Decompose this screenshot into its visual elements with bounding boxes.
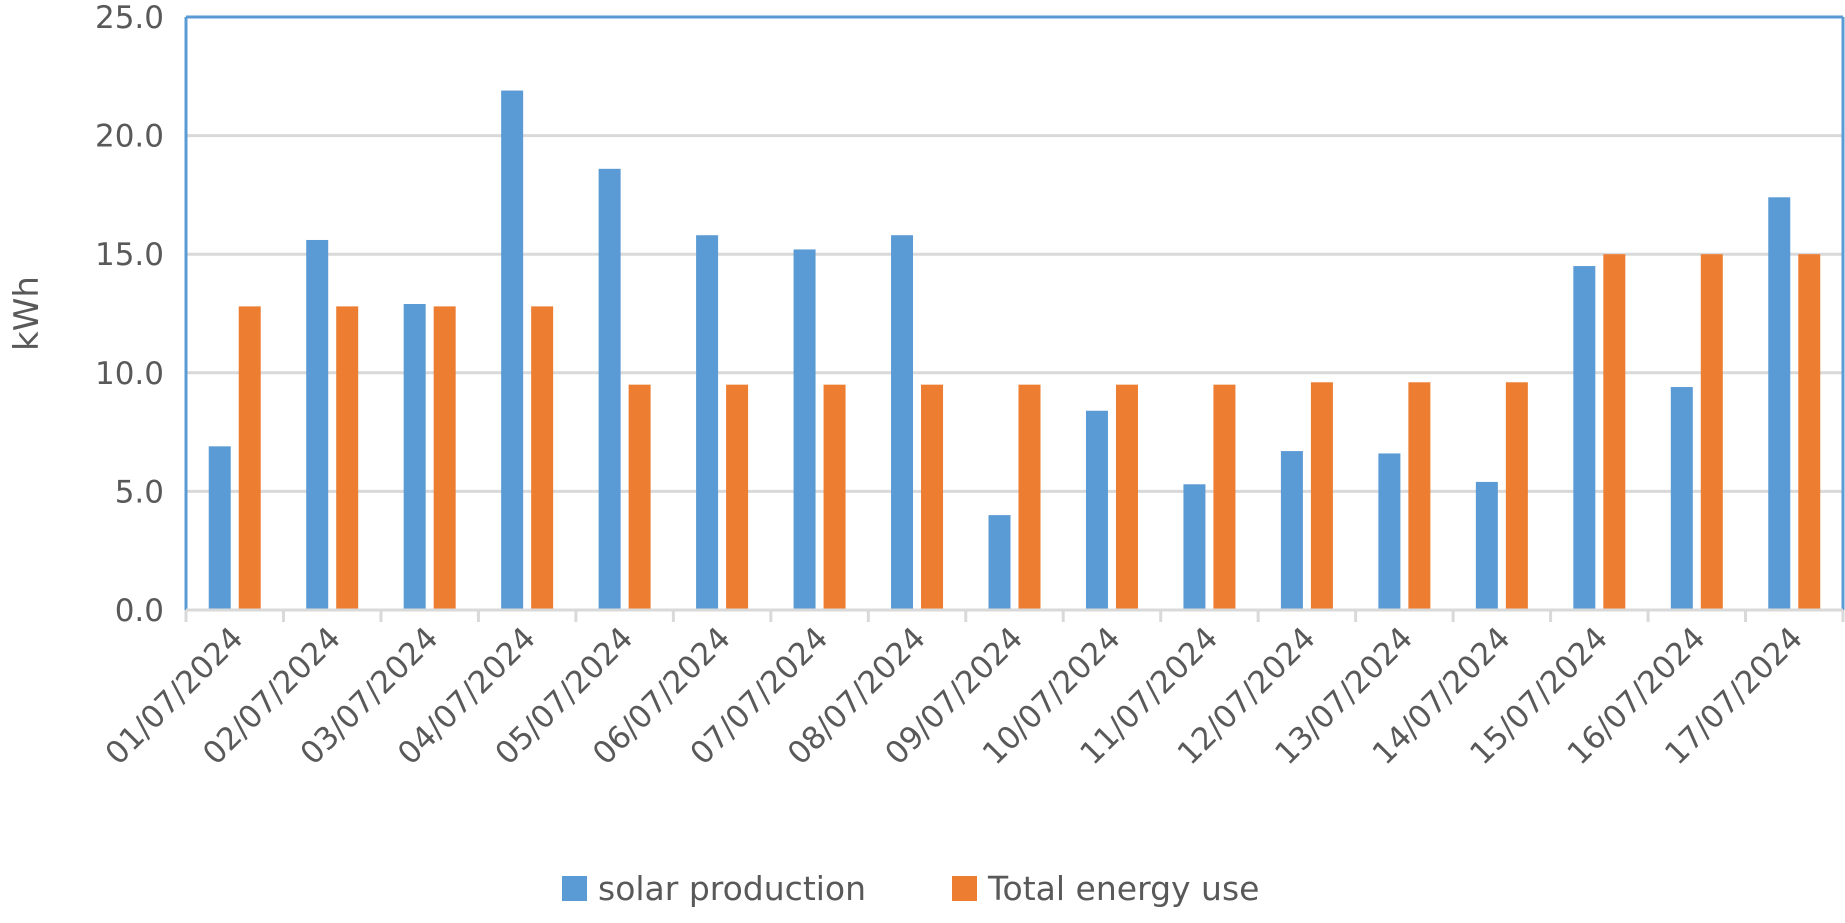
bar-solar-production-6 [696,235,719,610]
bar-solar-production-3 [403,304,426,610]
bar-solar-production-14 [1475,481,1498,610]
plot-frame [184,15,1845,612]
bars [208,90,1821,611]
bar-solar-production-13 [1378,453,1401,610]
bar-total-energy-use-11 [1213,384,1236,610]
y-tick-label: 10.0 [95,356,164,392]
bar-total-energy-use-7 [823,384,846,610]
legend-swatch-total-energy-use [952,876,977,901]
bar-total-energy-use-14 [1505,382,1528,610]
y-tick-label: 20.0 [95,119,164,155]
bar-total-energy-use-6 [726,384,749,610]
bar-solar-production-11 [1183,484,1206,610]
y-tick-label: 0.0 [115,593,164,629]
bar-solar-production-10 [1085,410,1108,610]
legend-label-solar-production: solar production [598,869,866,908]
bar-solar-production-1 [208,446,231,610]
bar-total-energy-use-10 [1115,384,1138,610]
bar-total-energy-use-16 [1700,254,1723,610]
legend-label-total-energy-use: Total energy use [987,869,1259,908]
gridlines [186,134,1843,493]
legend: solar production Total energy use [562,869,1259,908]
bar-total-energy-use-4 [531,306,554,610]
y-tick-label: 15.0 [95,237,164,273]
bar-total-energy-use-5 [628,384,651,610]
bar-solar-production-2 [306,239,329,610]
bar-total-energy-use-9 [1018,384,1041,610]
y-tick-label: 25.0 [95,0,164,36]
bar-total-energy-use-15 [1603,254,1626,610]
bar-total-energy-use-1 [238,306,261,610]
y-axis-title: kWh [7,276,47,351]
bar-solar-production-16 [1670,387,1693,610]
bar-total-energy-use-3 [433,306,456,610]
bar-total-energy-use-17 [1798,254,1821,610]
bar-solar-production-8 [891,235,914,610]
y-tick-label: 5.0 [115,474,164,510]
x-axis-ticks: 01/07/202402/07/202403/07/202404/07/2024… [99,610,1845,772]
bar-solar-production-9 [988,515,1011,610]
y-axis-ticks: 0.0 5.0 10.0 15.0 20.0 25.0 [95,0,164,629]
bar-total-energy-use-13 [1408,382,1431,610]
bar-solar-production-7 [793,249,816,610]
bar-total-energy-use-2 [336,306,359,610]
bar-total-energy-use-12 [1310,382,1333,610]
bar-solar-production-5 [598,168,621,611]
bar-solar-production-4 [501,90,524,611]
bar-solar-production-15 [1573,266,1596,610]
bar-solar-production-12 [1280,451,1303,610]
bar-total-energy-use-8 [921,384,944,610]
bar-solar-production-17 [1768,197,1791,610]
legend-swatch-solar-production [562,876,587,901]
